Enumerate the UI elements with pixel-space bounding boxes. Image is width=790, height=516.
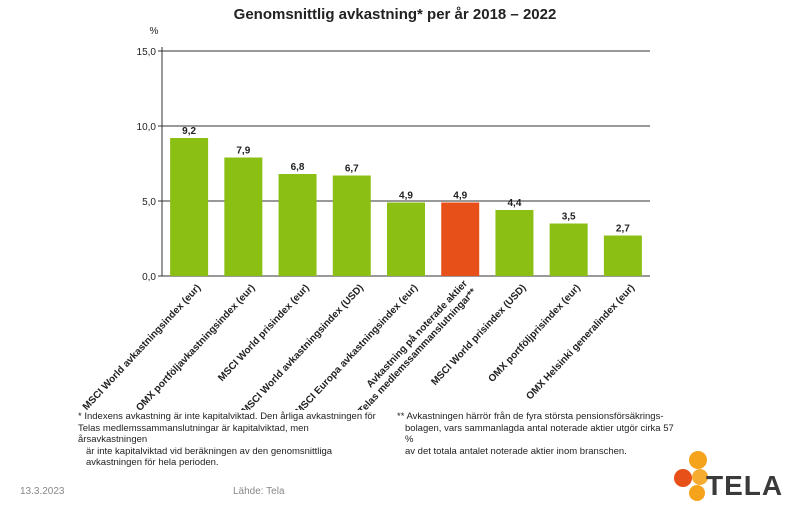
y-tick-label: 0,0 <box>142 272 156 283</box>
bar-value-label: 4,4 <box>507 198 521 209</box>
footnote-index: * Indexens avkastning är inte kapitalvik… <box>78 411 378 469</box>
bar <box>224 157 263 276</box>
source-label: Lähde: Tela <box>233 486 285 497</box>
bar-chart: % 0,0 5,0 10,0 15,0 9,2 MSCI World avkastnings… <box>81 26 650 410</box>
bar <box>441 202 480 276</box>
date-label: 13.3.2023 <box>20 486 65 497</box>
footnote-pension: ** Avkastningen härrör från de fyra stör… <box>397 411 677 457</box>
y-tick-label: 5,0 <box>142 197 156 208</box>
logo-circle-top <box>689 451 707 469</box>
footnote-line: * Indexens avkastning är inte kapitalvik… <box>78 411 376 422</box>
bar <box>603 235 642 276</box>
x-tick-label: OMX portföljprisindex (eur) <box>487 283 583 385</box>
logo-text: TELA <box>706 470 784 501</box>
footnote-line: av det totala antalet noterade aktier in… <box>405 445 627 457</box>
bar <box>387 202 425 276</box>
bar-value-label: 7,9 <box>236 146 250 157</box>
bar-value-label: 3,5 <box>562 212 576 223</box>
bar <box>170 138 209 276</box>
bar-value-label: 9,2 <box>182 126 196 137</box>
bar-value-label: 6,7 <box>345 164 359 175</box>
footnote-line: är inte kapitalviktad vid beräkningen av… <box>86 445 333 457</box>
bar-value-label: 6,8 <box>291 162 305 173</box>
x-tick-label: OMX portföljavkastningsindex (eur) <box>134 283 257 410</box>
footnote-line: ** Avkastningen härrör från de fyra stör… <box>397 411 664 422</box>
x-tick-label: MSCI World prisindex (eur) <box>216 283 311 384</box>
footnote-line: avkastningen för hela perioden. <box>86 457 219 468</box>
y-axis-unit-label: % <box>150 26 159 37</box>
x-tick-label: OMX Helsinki generalindex (eur) <box>524 283 637 403</box>
bar <box>332 175 371 276</box>
y-tick-label: 15,0 <box>137 47 157 58</box>
bar <box>278 174 317 276</box>
bar-value-label: 4,9 <box>453 191 467 202</box>
x-tick-label: MSCI World avkastningsindex (eur) <box>81 283 203 410</box>
logo-circle-bottom <box>689 485 705 501</box>
footnote-line: bolagen, vars sammanlagda antal noterade… <box>405 422 674 446</box>
bar-value-label: 4,9 <box>399 191 413 202</box>
bar-value-label: 2,7 <box>616 224 630 235</box>
tela-logo-icon <box>674 451 708 501</box>
chart-title: Genomsnittlig avkastning* per år 2018 – … <box>233 6 557 23</box>
logo-circle-middle <box>692 469 708 485</box>
bar <box>495 210 534 276</box>
bar <box>549 223 588 276</box>
logo-circle-left <box>674 469 692 487</box>
footnote-line: Telas medlemssammanslutningar är kapital… <box>78 422 309 446</box>
y-tick-label: 10,0 <box>137 122 157 133</box>
